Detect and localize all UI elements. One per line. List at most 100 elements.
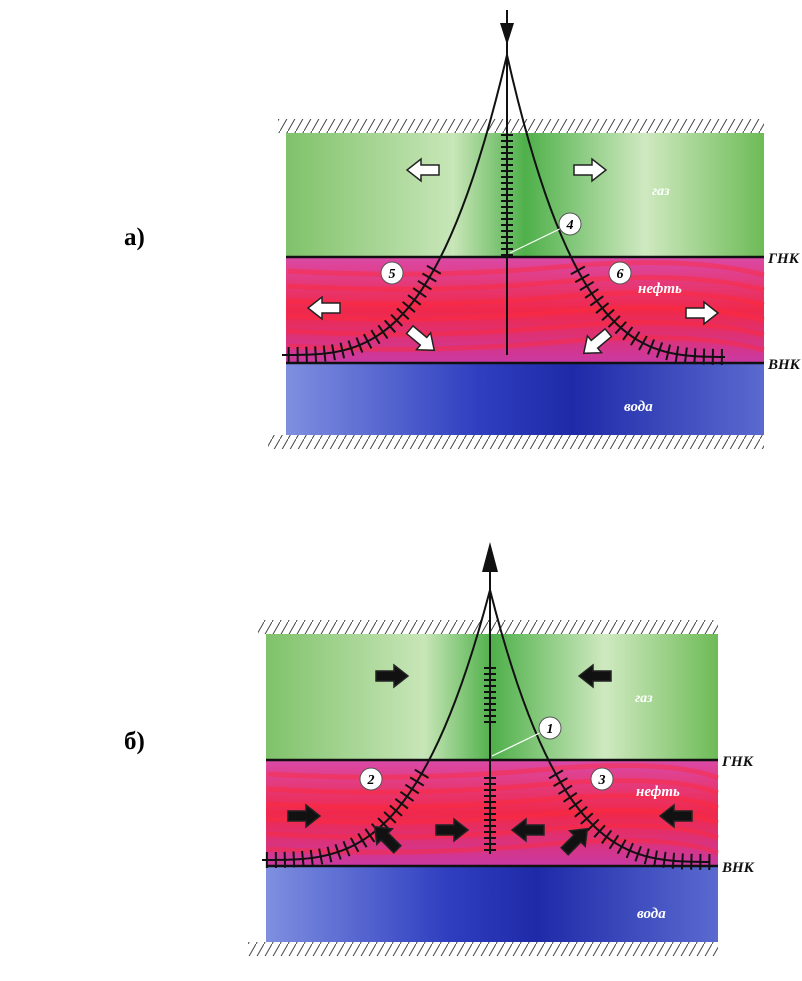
well-perforation-tick	[357, 833, 368, 848]
inclined-well-left	[281, 54, 508, 356]
well-perforation-tick	[683, 347, 688, 364]
water-label: вода	[637, 906, 666, 922]
well-perforation-tick	[370, 329, 381, 345]
well-perforation-tick	[586, 818, 600, 832]
well-perforation-tick	[407, 294, 422, 306]
flow-arrow-icon	[560, 827, 589, 856]
water-layer	[266, 866, 718, 942]
flow-arrow-icon	[306, 295, 341, 321]
well-perforation-tick	[622, 326, 634, 341]
well-perforation-tick	[355, 337, 364, 353]
well-perforation-tick	[693, 348, 697, 365]
well-perforation-tick	[655, 342, 664, 358]
well-perforation-tick	[574, 273, 590, 283]
well-perforation-tick	[412, 287, 427, 299]
well-perforation-tick	[643, 848, 650, 865]
flow-arrow-icon	[373, 825, 402, 854]
vnk-label: ВНК	[721, 860, 755, 876]
well-perforation-tick	[601, 829, 613, 844]
diagram-panel-a: 4 5 6 газ нефть вода ГНК ВНК	[200, 5, 802, 480]
well-perforation-tick	[334, 844, 342, 860]
well-number: 4	[566, 218, 574, 233]
well-number-circle	[558, 212, 582, 236]
well-perforation-tick	[301, 850, 305, 867]
oil-streak	[267, 763, 719, 781]
inclined-well-right	[506, 54, 726, 358]
well-perforation-tick	[580, 812, 594, 825]
well-perforation-tick	[342, 840, 351, 857]
well-perforation-tick	[608, 834, 620, 850]
well-perforation-tick	[570, 265, 586, 276]
well-perforation-tick	[396, 307, 410, 320]
well-perforation-tick	[347, 340, 355, 357]
diagram-panel-b: 1 2 3 газ нефть вода ГНК ВНК	[200, 510, 802, 981]
bottom-boundary-hatching	[248, 942, 718, 956]
well-perforation-tick	[593, 824, 606, 838]
well-perforation-tick	[363, 333, 373, 349]
gas-layer	[286, 133, 764, 257]
well-number: 1	[547, 722, 554, 737]
flow-arrow-icon	[573, 157, 608, 183]
well-perforation-tick	[574, 805, 588, 818]
well-number-circle	[359, 767, 383, 791]
well-perforation-tick	[305, 346, 308, 363]
flow-arrow-icon	[577, 663, 612, 689]
well-perforation-tick	[579, 280, 595, 291]
well-perforation-tick	[671, 852, 676, 869]
well-perforation-tick	[625, 842, 634, 859]
gas-label: газ	[652, 184, 670, 199]
well-perforation-tick	[662, 851, 667, 868]
well-perforation-tick	[414, 768, 429, 779]
well-perforation-tick	[404, 783, 420, 795]
oil-streak	[287, 275, 765, 293]
flow-arrow-icon	[405, 157, 440, 183]
well-perforation-tick	[309, 849, 314, 866]
well-perforation-tick	[653, 850, 658, 867]
well-perforation-tick	[629, 331, 641, 346]
well-perforation-tick	[638, 335, 648, 351]
flow-arrow-icon	[375, 663, 410, 689]
oil-streak	[287, 260, 765, 278]
panel-b-label: б)	[124, 728, 145, 755]
well-perforation-tick	[389, 804, 403, 817]
well-perforation-tick	[314, 346, 318, 363]
water-label: вода	[624, 399, 653, 415]
well-perforation-tick	[417, 280, 432, 291]
well-perforation-tick	[614, 321, 627, 335]
well-number: 3	[598, 773, 606, 788]
well-number-circle	[538, 716, 562, 740]
flow-arrow-icon	[582, 327, 613, 355]
gnk-label: ГНК	[767, 251, 800, 267]
oil-streak	[267, 793, 719, 811]
gnk-label: ГНК	[721, 754, 754, 770]
flow-arrow-icon	[685, 300, 720, 326]
well-perforation-tick	[563, 792, 578, 803]
flow-arrow-icon	[287, 803, 322, 829]
well-perforation-tick	[634, 845, 642, 862]
well-perforation-tick	[665, 344, 672, 361]
well-perforation-tick	[318, 848, 324, 865]
well-perforation-tick	[322, 345, 327, 362]
bottom-boundary-hatching	[268, 435, 764, 449]
well-perforation-tick	[607, 315, 621, 328]
oil-label: нефть	[638, 281, 682, 297]
vnk-label: ВНК	[767, 357, 801, 373]
well-number: 2	[367, 773, 375, 788]
flow-arrow-icon	[510, 817, 545, 843]
well-number-circle	[590, 767, 614, 791]
well-perforation-tick	[292, 851, 296, 868]
well-perforation-tick	[326, 846, 333, 863]
well-perforation-tick	[426, 264, 442, 275]
well-number: 6	[617, 267, 624, 282]
well-perforation-tick	[383, 811, 397, 824]
reservoir-diagram-a: 4 5 6 газ нефть вода ГНК ВНК	[268, 10, 801, 449]
well-perforation-tick	[409, 776, 425, 787]
well-perforation-tick	[674, 346, 680, 363]
well-perforation-tick	[383, 319, 397, 333]
top-boundary-hatching	[278, 119, 764, 133]
well-perforation-tick	[402, 301, 416, 313]
well-perforation-tick	[349, 837, 360, 853]
well-perforation-tick	[595, 302, 610, 314]
well-perforation-tick	[589, 295, 604, 307]
flow-arrow-icon	[405, 324, 436, 352]
